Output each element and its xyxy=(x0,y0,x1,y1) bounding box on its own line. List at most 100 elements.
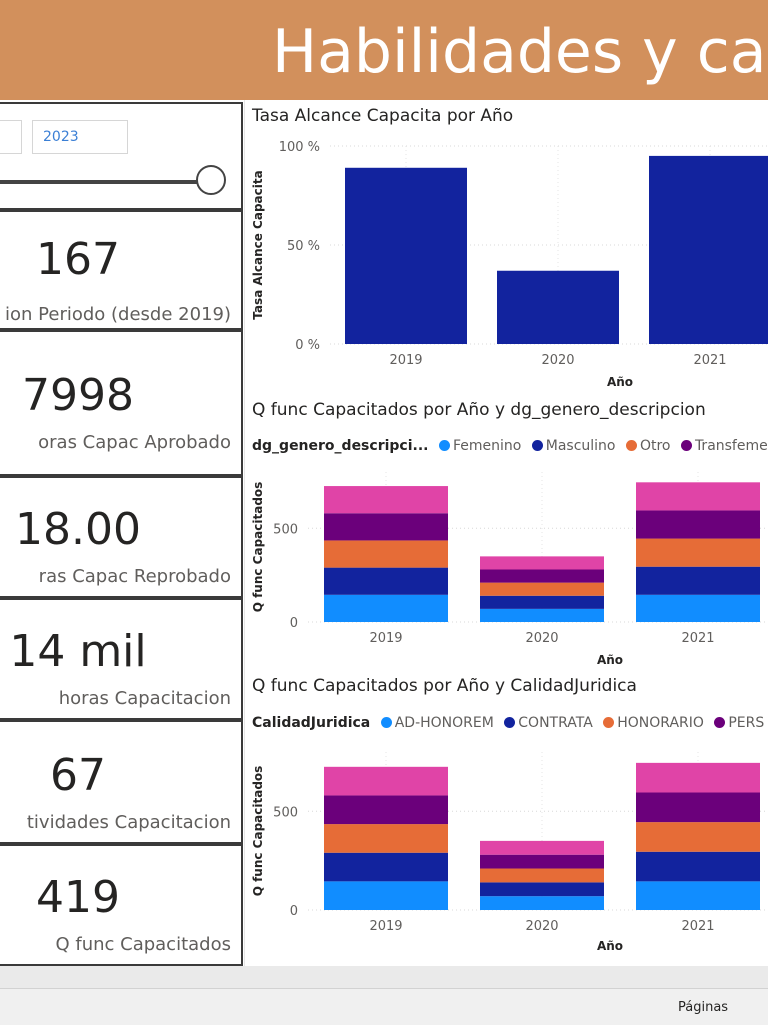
legend-dot-icon xyxy=(438,440,450,451)
stacked-bar-segment xyxy=(480,868,604,883)
x-axis-title: Año xyxy=(597,653,623,667)
x-tick-label: 2019 xyxy=(389,353,422,368)
y-axis-title: Q func Capacitados xyxy=(251,766,265,897)
title-banner: Habilidades y ca xyxy=(0,0,768,100)
rate-bar-chart[interactable]: 0 % 50 % 100 % 2019 2020 2021 Año Tasa Alcance … xyxy=(244,130,768,392)
pages-label[interactable]: Páginas xyxy=(678,1000,729,1015)
x-tick-label: 2020 xyxy=(541,353,574,368)
legend-dot-icon xyxy=(380,717,392,728)
x-tick-label: 2021 xyxy=(681,631,714,646)
legend-dot-icon xyxy=(504,717,516,728)
legend-item[interactable]: Transfemen xyxy=(694,438,768,454)
y-tick-label: 50 % xyxy=(287,239,320,254)
stacked-bar-segment xyxy=(636,566,760,595)
kpi-label: ion Periodo (desde 2019) xyxy=(5,304,231,325)
kpi-label: horas Capacitacion xyxy=(58,688,231,709)
slicer-start-input[interactable] xyxy=(0,120,22,154)
x-tick-label: 2020 xyxy=(525,919,558,934)
stacked-bar-segment xyxy=(324,540,448,568)
stacked-bar-segment xyxy=(480,595,604,609)
gender-stacked-chart[interactable]: 0 500 2019 2020 2021 Año Q func Capacitados xyxy=(244,470,768,670)
kpi-column: 2023 167 ion Periodo (desde 2019) 7998 o… xyxy=(0,100,244,966)
kpi-card: 7998 oras Capac Aprobado xyxy=(0,330,243,476)
stacked-bar-segment xyxy=(324,594,448,622)
kpi-value: 14 mil xyxy=(9,626,147,677)
slicer-end-input[interactable]: 2023 xyxy=(32,120,128,154)
column-divider xyxy=(244,100,245,966)
legend-dot-icon xyxy=(531,440,543,451)
slicer-end-value: 2023 xyxy=(43,129,79,145)
chart-legend: dg_genero_descripci... Femenino Masculin… xyxy=(252,438,768,454)
legal-status-stacked-chart[interactable]: 0 500 2019 2020 2021 Año Q func Capacitados xyxy=(244,748,768,958)
chart-title: Q func Capacitados por Año y CalidadJuri… xyxy=(252,676,637,696)
stacked-bar-segment xyxy=(480,840,604,855)
x-tick-label: 2021 xyxy=(693,353,726,368)
stacked-bar-segment xyxy=(480,882,604,897)
kpi-card: 14 mil horas Capacitacion xyxy=(0,598,243,720)
stacked-bar-segment xyxy=(636,822,760,852)
stacked-bar-segment xyxy=(636,762,760,793)
legend-item[interactable]: Femenino xyxy=(452,438,522,454)
legend-item[interactable]: Otro xyxy=(639,438,671,454)
stacked-bar-segment xyxy=(636,538,760,567)
kpi-value: 67 xyxy=(50,750,106,801)
x-tick-label: 2019 xyxy=(369,631,402,646)
x-axis-title: Año xyxy=(597,939,623,953)
y-tick-label: 0 xyxy=(290,904,298,919)
y-axis-title: Tasa Alcance Capacita xyxy=(251,170,265,319)
stacked-bar-segment xyxy=(480,608,604,622)
legend-dot-icon xyxy=(714,717,726,728)
kpi-label: oras Capac Aprobado xyxy=(38,432,231,453)
y-tick-label: 0 xyxy=(290,616,298,631)
x-axis-title: Año xyxy=(607,375,633,389)
slicer-handle[interactable] xyxy=(196,165,226,195)
bar xyxy=(649,155,768,344)
report-title: Habilidades y ca xyxy=(272,17,767,87)
stacked-bar-segment xyxy=(636,851,760,882)
kpi-label: Q func Capacitados xyxy=(55,934,231,955)
stacked-bar-segment xyxy=(324,766,448,796)
legend-item[interactable]: HONORARIO xyxy=(617,715,704,731)
stacked-bar-segment xyxy=(636,482,760,511)
x-tick-label: 2019 xyxy=(369,919,402,934)
stacked-bar-segment xyxy=(480,582,604,596)
stacked-bar-segment xyxy=(480,854,604,869)
x-tick-label: 2020 xyxy=(525,631,558,646)
chart-title: Q func Capacitados por Año y dg_genero_d… xyxy=(252,400,706,420)
kpi-card: 67 tividades Capacitacion xyxy=(0,720,243,844)
stacked-bar-segment xyxy=(636,792,760,823)
stacked-bar-segment xyxy=(636,510,760,539)
stacked-bar-segment xyxy=(324,486,448,514)
y-tick-label: 500 xyxy=(273,522,298,537)
legend-item[interactable]: AD-HONOREM xyxy=(394,715,494,731)
stacked-bar-segment xyxy=(324,513,448,541)
legend-item[interactable]: Masculino xyxy=(545,438,616,454)
stacked-bar-segment xyxy=(324,881,448,910)
kpi-value: 419 xyxy=(36,872,120,923)
x-tick-label: 2021 xyxy=(681,919,714,934)
y-tick-label: 100 % xyxy=(279,140,320,155)
stacked-bar-segment xyxy=(480,556,604,570)
stacked-bar-segment xyxy=(636,594,760,622)
legend-item[interactable]: CONTRATA xyxy=(518,715,593,731)
stacked-bar-segment xyxy=(480,896,604,910)
y-tick-label: 500 xyxy=(273,805,298,820)
chart-legend: CalidadJuridica AD-HONOREM CONTRATA HONO… xyxy=(252,715,764,731)
legend-item[interactable]: PERS xyxy=(728,715,765,731)
kpi-value: 167 xyxy=(36,234,120,285)
slicer-track[interactable] xyxy=(0,180,212,184)
scroll-strip[interactable] xyxy=(0,966,768,989)
kpi-value: 7998 xyxy=(22,370,134,421)
legend-dot-icon xyxy=(625,440,637,451)
kpi-card: 167 ion Periodo (desde 2019) xyxy=(0,210,243,330)
legend-title: CalidadJuridica xyxy=(252,715,371,731)
y-axis-title: Q func Capacitados xyxy=(251,482,265,613)
chart-title: Tasa Alcance Capacita por Año xyxy=(252,106,514,126)
kpi-card: 419 Q func Capacitados xyxy=(0,844,243,966)
kpi-card: 18.00 ras Capac Reprobado xyxy=(0,476,243,598)
bar xyxy=(497,270,619,344)
stacked-bar-segment xyxy=(636,881,760,910)
legend-dot-icon xyxy=(603,717,615,728)
legend-title: dg_genero_descripci... xyxy=(252,438,429,454)
year-slicer[interactable]: 2023 xyxy=(0,102,243,210)
